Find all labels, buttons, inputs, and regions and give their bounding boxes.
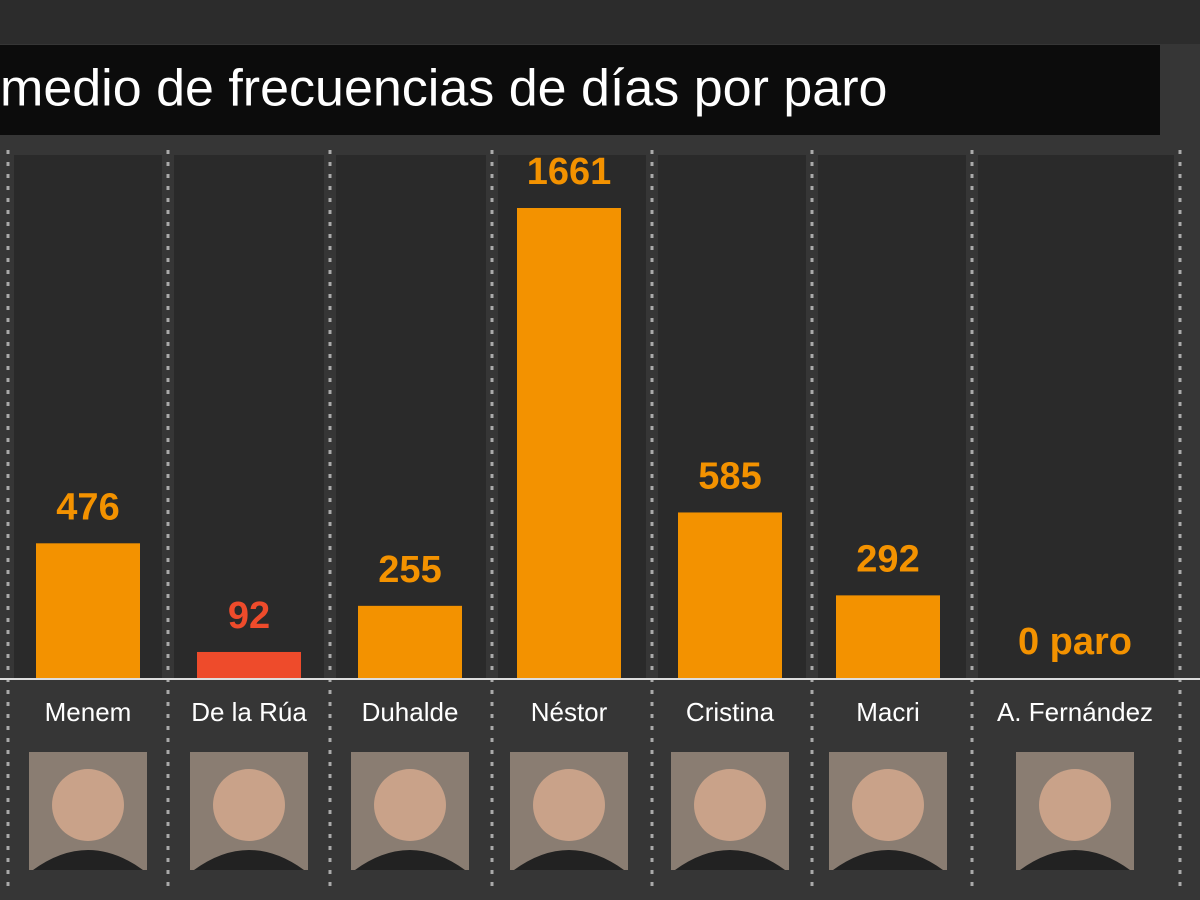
portrait-body	[33, 850, 143, 870]
portrait-face	[533, 769, 605, 841]
portrait-face	[213, 769, 285, 841]
category-label: De la Rúa	[191, 697, 307, 727]
portrait-face	[1039, 769, 1111, 841]
top-band	[0, 0, 1200, 44]
bar	[358, 605, 462, 678]
bar	[517, 208, 621, 678]
portrait-body	[833, 850, 943, 870]
portrait-face	[694, 769, 766, 841]
value-label: 92	[228, 595, 270, 637]
portrait-face	[374, 769, 446, 841]
value-label: 0 paro	[1018, 621, 1132, 663]
portrait-face	[52, 769, 124, 841]
portrait-face	[852, 769, 924, 841]
value-label: 476	[56, 486, 119, 528]
value-label: 255	[378, 549, 441, 591]
bar	[836, 595, 940, 678]
category-label: A. Fernández	[997, 697, 1153, 727]
value-label: 1661	[527, 151, 612, 193]
portrait-body	[675, 850, 785, 870]
column-panel	[174, 155, 324, 678]
column-panel	[336, 155, 486, 678]
bar	[197, 651, 301, 678]
column-panel	[818, 155, 966, 678]
portrait-body	[194, 850, 304, 870]
column-panel	[978, 155, 1174, 678]
value-label: 292	[856, 538, 919, 580]
title-bar	[0, 45, 1160, 135]
category-label: Néstor	[531, 697, 608, 727]
bar	[678, 512, 782, 678]
bar	[36, 543, 140, 678]
portrait-body	[514, 850, 624, 870]
category-label: Menem	[45, 697, 132, 727]
category-label: Macri	[856, 697, 920, 727]
portrait-body	[355, 850, 465, 870]
value-label: 585	[698, 455, 761, 497]
portrait-body	[1020, 850, 1130, 870]
category-label: Duhalde	[362, 697, 459, 727]
chart-title: medio de frecuencias de días por paro	[0, 60, 887, 118]
category-label: Cristina	[686, 697, 775, 727]
